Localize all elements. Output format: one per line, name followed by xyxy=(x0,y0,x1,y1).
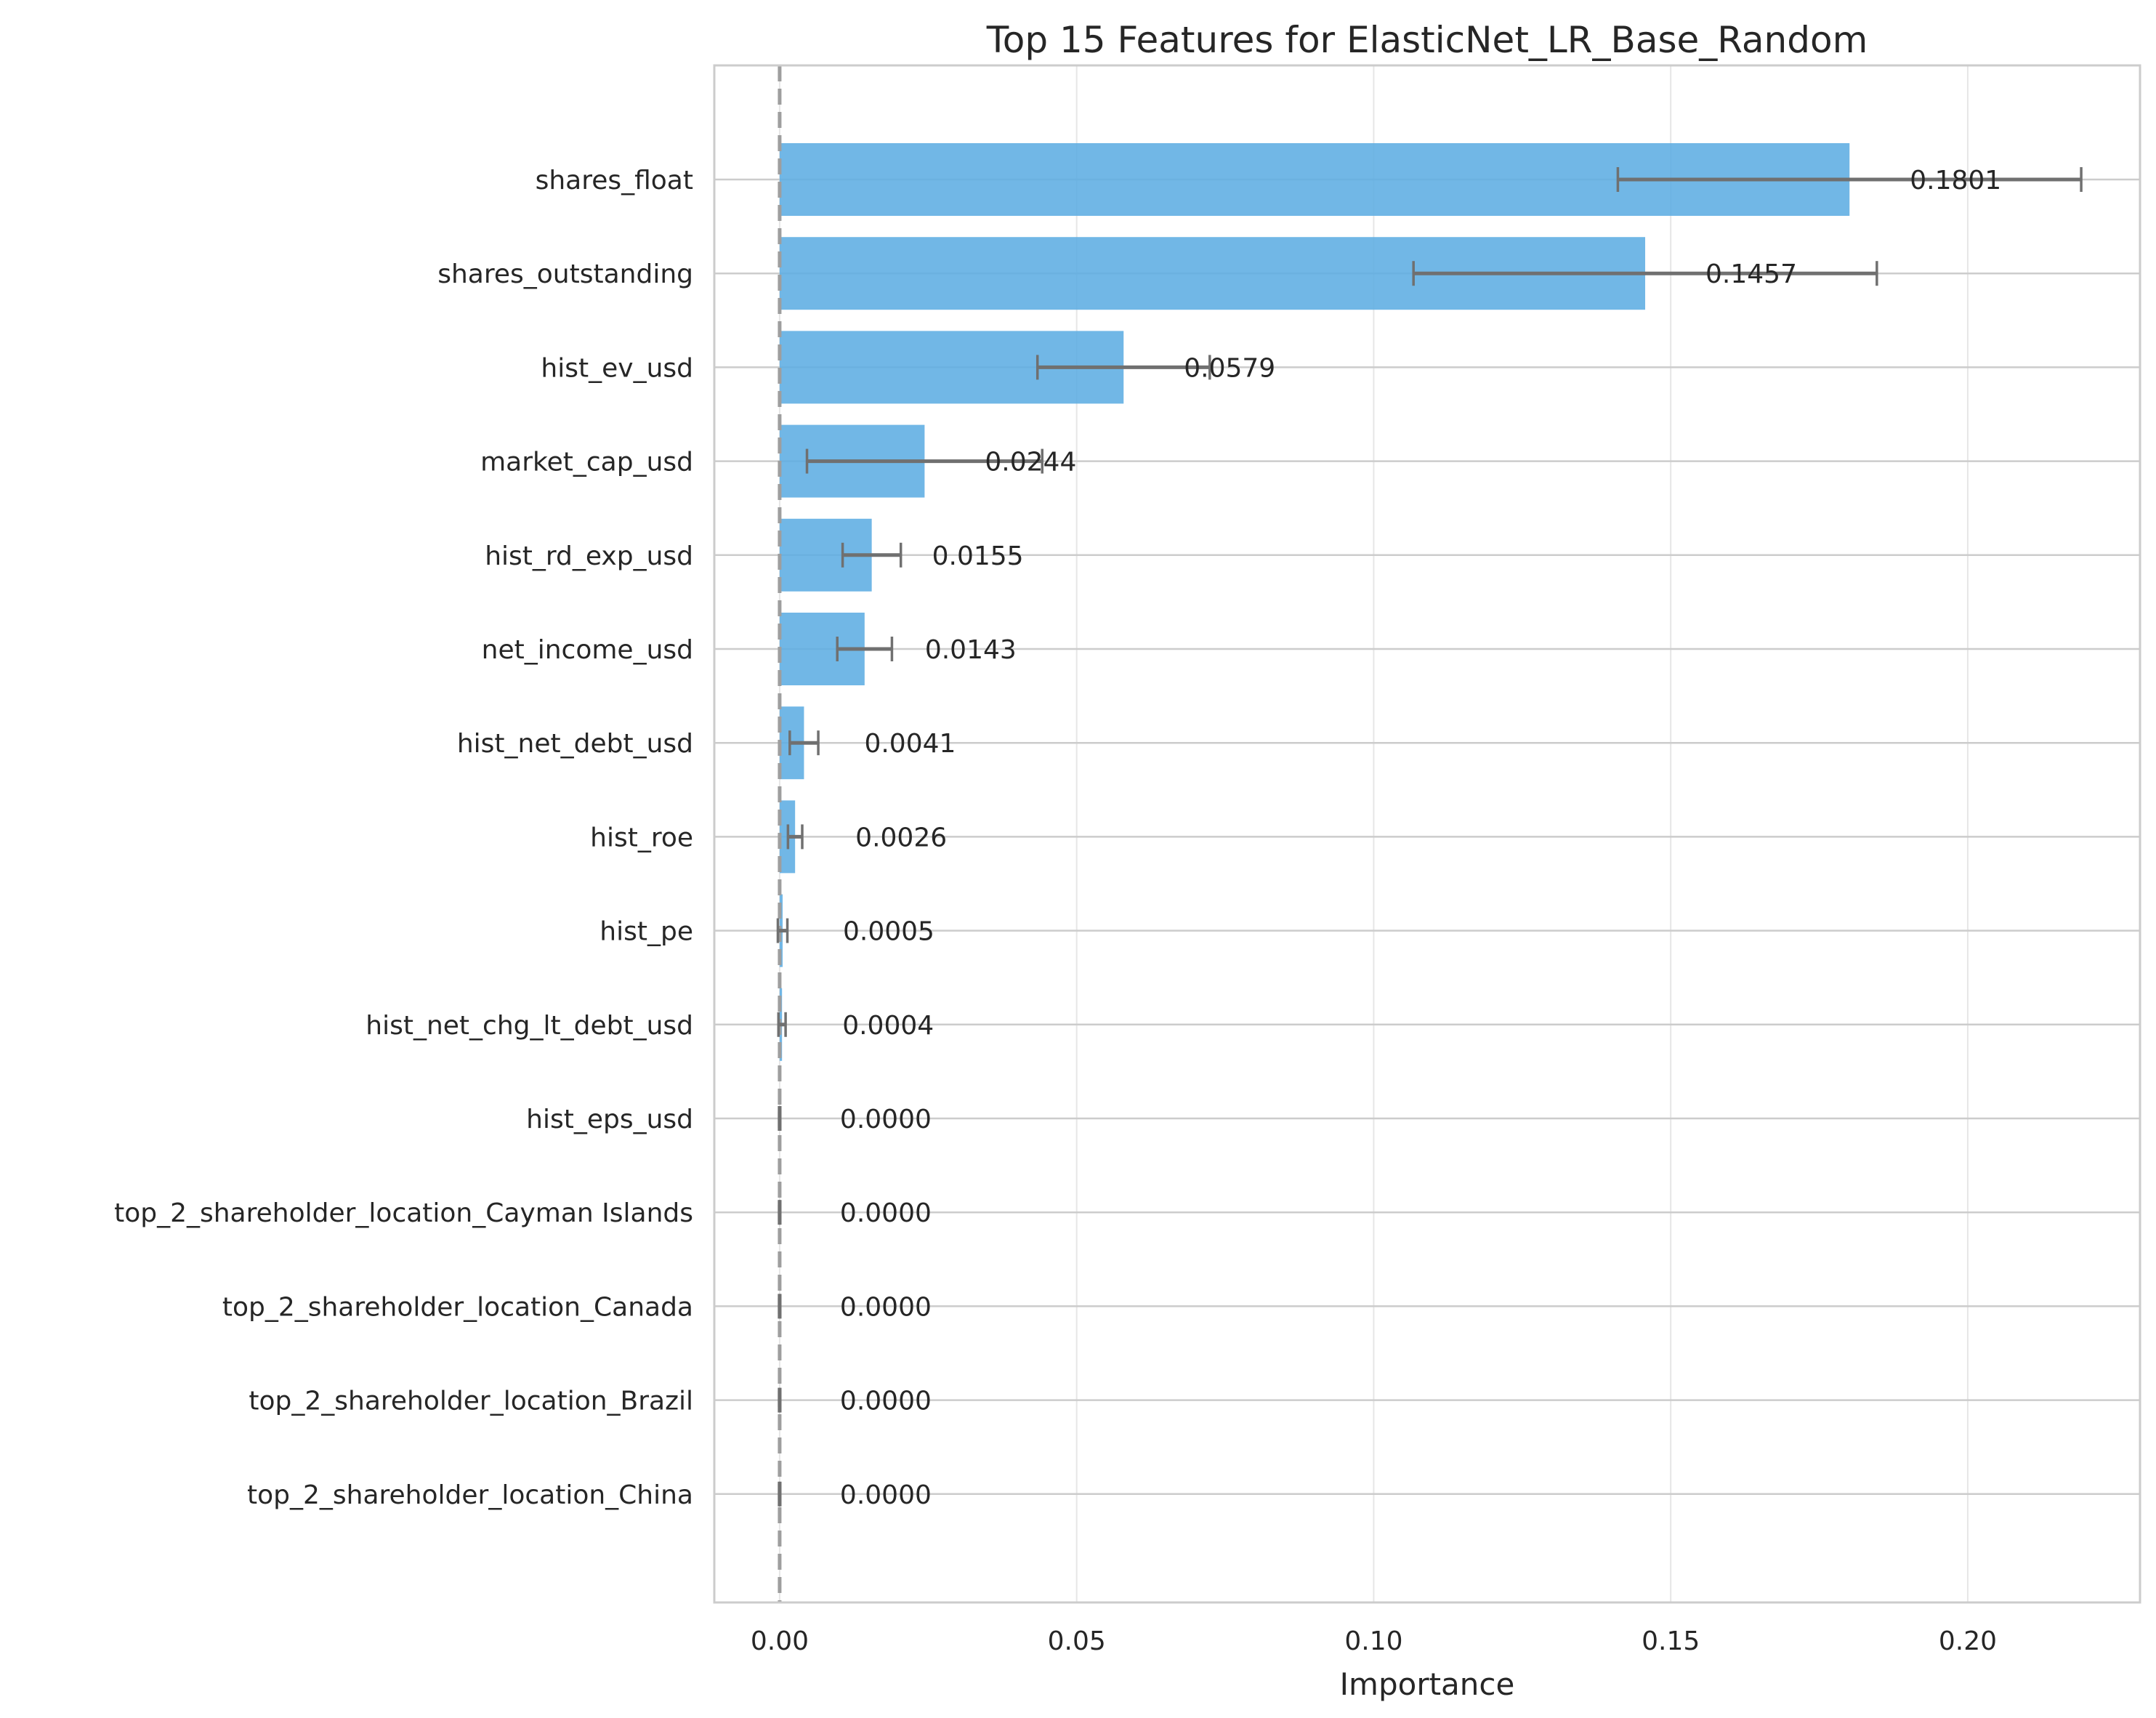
error-bar-12 xyxy=(778,1294,782,1319)
value-label-7: 0.0026 xyxy=(855,823,947,852)
error-bar-5 xyxy=(836,637,894,661)
error-bars xyxy=(776,167,2083,1507)
error-bar-9 xyxy=(777,1012,787,1037)
x-tick-label-4: 0.20 xyxy=(1939,1626,1997,1656)
axes-frame xyxy=(713,64,2141,1604)
value-label-11: 0.0000 xyxy=(840,1198,932,1228)
y-tick-label-9: hist_net_chg_lt_debt_usd xyxy=(366,1011,693,1041)
y-tick-label-7: hist_roe xyxy=(590,823,693,852)
error-bar-2 xyxy=(1035,355,1211,380)
y-tick-label-13: top_2_shareholder_location_Brazil xyxy=(249,1387,693,1416)
error-bar-3 xyxy=(805,448,1044,474)
y-tick-label-5: net_income_usd xyxy=(482,635,693,665)
error-bar-13 xyxy=(778,1387,782,1413)
error-bar-8 xyxy=(776,918,789,943)
error-bar-0 xyxy=(1616,167,2083,192)
y-tick-label-4: hist_rd_exp_usd xyxy=(485,541,693,571)
x-axis-label: Importance xyxy=(1340,1666,1515,1702)
value-label-13: 0.0000 xyxy=(840,1387,932,1416)
y-tick-label-10: hist_eps_usd xyxy=(526,1105,693,1134)
error-bar-7 xyxy=(786,824,804,850)
y-tick-label-12: top_2_shareholder_location_Canada xyxy=(222,1292,693,1322)
error-bar-10 xyxy=(778,1106,782,1131)
error-bar-14 xyxy=(778,1481,782,1507)
chart-title: Top 15 Features for ElasticNet_LR_Base_R… xyxy=(986,19,1868,61)
value-label-0: 0.1801 xyxy=(1910,166,2001,195)
value-labels: 0.1801 0.1457 0.0579 0.0244 0.0155 0.0143 0.00… xyxy=(840,166,2001,1510)
value-label-12: 0.0000 xyxy=(840,1292,932,1322)
value-label-1: 0.1457 xyxy=(1705,259,1797,289)
value-label-4: 0.0155 xyxy=(932,541,1024,571)
value-label-10: 0.0000 xyxy=(840,1105,932,1134)
value-label-8: 0.0005 xyxy=(843,917,934,947)
value-label-14: 0.0000 xyxy=(840,1480,932,1510)
value-label-3: 0.0244 xyxy=(985,448,1076,477)
value-label-6: 0.0041 xyxy=(864,729,956,759)
x-tick-label-0: 0.00 xyxy=(751,1626,809,1656)
y-tick-label-1: shares_outstanding xyxy=(437,259,693,289)
x-tick-label-3: 0.15 xyxy=(1642,1626,1700,1656)
x-tick-label-2: 0.10 xyxy=(1344,1626,1402,1656)
value-label-2: 0.0579 xyxy=(1184,353,1275,383)
y-tick-label-8: hist_pe xyxy=(599,917,693,947)
y-tick-label-11: top_2_shareholder_location_Cayman Island… xyxy=(114,1198,693,1228)
y-tick-label-6: hist_net_debt_usd xyxy=(457,729,693,759)
y-tick-label-0: shares_float xyxy=(536,166,693,195)
error-bar-6 xyxy=(788,730,820,756)
x-tick-labels: 0.00 0.05 0.10 0.15 0.20 xyxy=(751,1626,1997,1656)
error-bar-11 xyxy=(778,1200,782,1225)
value-label-5: 0.0143 xyxy=(925,635,1017,665)
bars xyxy=(779,143,1850,1061)
value-label-9: 0.0004 xyxy=(842,1011,934,1041)
x-tick-label-1: 0.05 xyxy=(1048,1626,1106,1656)
error-bar-4 xyxy=(841,542,903,568)
y-tick-label-14: top_2_shareholder_location_China xyxy=(247,1480,693,1510)
y-tick-label-2: hist_ev_usd xyxy=(541,353,693,383)
y-tick-labels: shares_float shares_outstanding hist_ev_us… xyxy=(114,166,693,1510)
error-bar-1 xyxy=(1412,261,1878,286)
y-tick-label-3: market_cap_usd xyxy=(480,448,693,477)
